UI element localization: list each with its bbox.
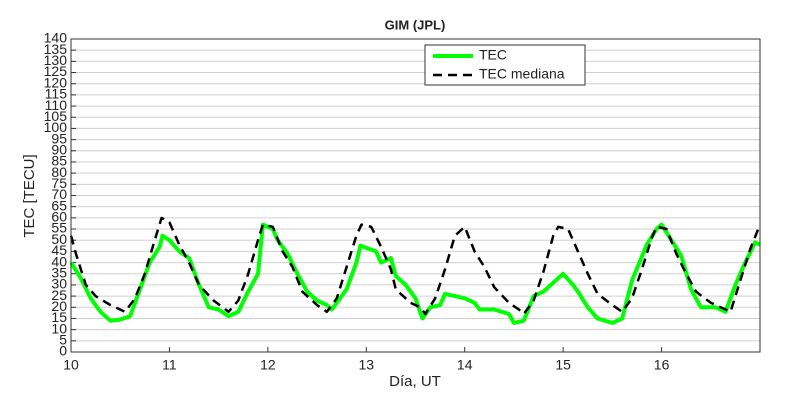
y-tick-label: 65 bbox=[51, 197, 67, 213]
y-tick-label: 85 bbox=[51, 153, 67, 169]
y-tick-label: 135 bbox=[44, 41, 68, 57]
y-tick-label: 30 bbox=[51, 276, 67, 292]
legend-label: TEC mediana bbox=[479, 66, 565, 82]
x-tick-label: 14 bbox=[457, 357, 473, 373]
plot-frame bbox=[70, 38, 761, 353]
y-tick-label: 0 bbox=[59, 343, 67, 359]
chart-title: GIM (JPL) bbox=[385, 17, 446, 32]
y-tick-label: 10 bbox=[51, 320, 67, 336]
y-tick-label: 80 bbox=[51, 164, 67, 180]
y-tick-label: 45 bbox=[51, 242, 67, 258]
y-tick-label: 125 bbox=[44, 63, 68, 79]
series-line bbox=[69, 222, 761, 325]
legend-box bbox=[424, 44, 586, 86]
x-tick-label: 11 bbox=[162, 357, 177, 373]
y-tick-label: 60 bbox=[51, 209, 67, 225]
x-tick-label: 15 bbox=[555, 357, 571, 373]
y-tick-label: 50 bbox=[51, 231, 67, 247]
x-tick-label: 10 bbox=[63, 357, 79, 373]
y-tick-label: 140 bbox=[44, 30, 68, 46]
series-line bbox=[69, 216, 762, 316]
x-axis-label: Día, UT bbox=[389, 373, 441, 390]
y-tick-label: 35 bbox=[51, 264, 67, 280]
y-tick-label: 90 bbox=[51, 141, 67, 157]
y-tick-label: 55 bbox=[51, 220, 67, 236]
y-tick-label: 130 bbox=[44, 52, 68, 68]
y-tick-label: 15 bbox=[51, 309, 67, 325]
y-tick-label: 5 bbox=[59, 332, 67, 348]
y-tick-label: 20 bbox=[51, 298, 67, 314]
y-tick-label: 105 bbox=[44, 108, 68, 124]
y-tick-label: 70 bbox=[51, 186, 67, 202]
y-tick-label: 110 bbox=[45, 97, 68, 113]
x-tick-label: 12 bbox=[260, 357, 276, 373]
x-tick-label: 13 bbox=[358, 357, 374, 373]
y-tick-label: 95 bbox=[51, 130, 67, 146]
y-tick-label: 75 bbox=[51, 175, 67, 191]
y-tick-label: 40 bbox=[51, 253, 67, 269]
legend-label: TEC bbox=[479, 47, 507, 63]
y-tick-label: 100 bbox=[44, 119, 68, 135]
y-tick-label: 115 bbox=[45, 86, 68, 102]
y-tick-label: 120 bbox=[44, 74, 68, 90]
x-tick-label: 16 bbox=[654, 357, 670, 373]
y-tick-label: 25 bbox=[51, 287, 67, 303]
y-axis-label: TEC [TECU] bbox=[21, 154, 38, 237]
